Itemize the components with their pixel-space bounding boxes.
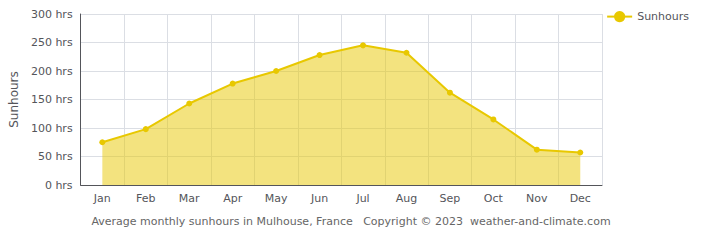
svg-text:50 hrs: 50 hrs: [38, 150, 73, 163]
svg-text:250 hrs: 250 hrs: [31, 36, 73, 49]
svg-text:Mar: Mar: [179, 192, 200, 205]
svg-text:Aug: Aug: [396, 192, 417, 205]
svg-text:300 hrs: 300 hrs: [31, 8, 73, 21]
svg-text:Sunhours: Sunhours: [7, 71, 21, 128]
svg-text:Jul: Jul: [355, 192, 369, 205]
svg-text:Apr: Apr: [223, 192, 243, 205]
svg-text:Jun: Jun: [310, 192, 328, 205]
svg-text:0 hrs: 0 hrs: [45, 179, 73, 192]
svg-text:150 hrs: 150 hrs: [31, 93, 73, 106]
svg-text:Dec: Dec: [570, 192, 591, 205]
svg-text:Sep: Sep: [440, 192, 461, 205]
svg-text:Nov: Nov: [526, 192, 548, 205]
svg-text:Sunhours: Sunhours: [637, 10, 689, 23]
svg-text:Feb: Feb: [136, 192, 155, 205]
svg-text:200 hrs: 200 hrs: [31, 65, 73, 78]
svg-text:Jan: Jan: [93, 192, 111, 205]
svg-text:May: May: [265, 192, 288, 205]
svg-text:100 hrs: 100 hrs: [31, 122, 73, 135]
svg-text:Oct: Oct: [484, 192, 504, 205]
svg-text:Average monthly sunhours in Mu: Average monthly sunhours in Mulhouse, Fr…: [91, 215, 610, 228]
